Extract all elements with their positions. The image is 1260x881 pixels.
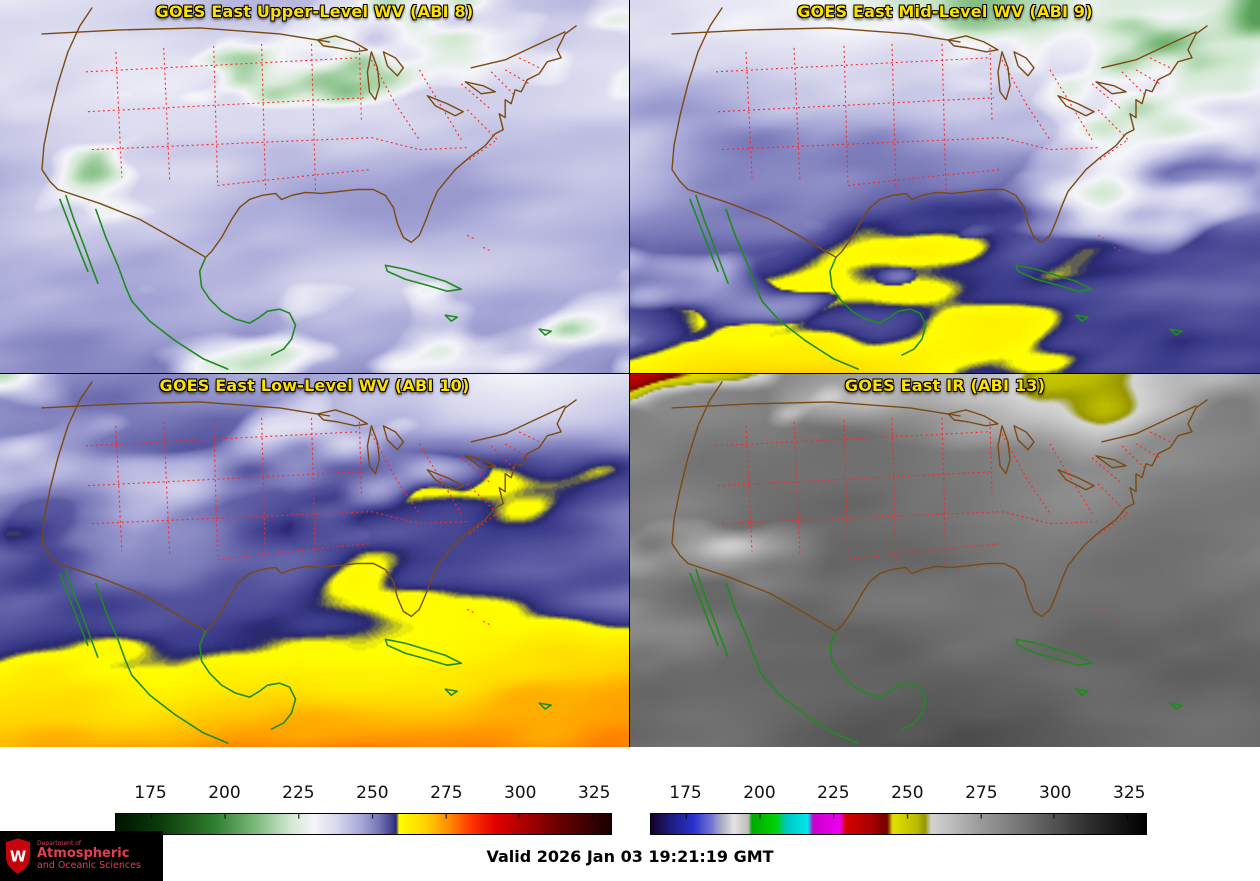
colorbar-tick-label: 250	[356, 783, 389, 803]
logo-line2: and Oceanic Sciences	[37, 860, 141, 872]
satellite-image-abi10	[0, 374, 629, 747]
colorbar-tick-label: 175	[134, 783, 167, 803]
colorbar-tick-label: 275	[430, 783, 463, 803]
panel-mid-level-wv: GOES East Mid-Level WV (ABI 9)	[630, 0, 1260, 374]
colorbar-tick-label: 300	[504, 783, 537, 803]
panel-title-abi8: GOES East Upper-Level WV (ABI 8)	[155, 2, 474, 21]
crest-letter: W	[10, 848, 26, 866]
uw-aos-logo: W Department of Atmospheric and Oceanic …	[0, 831, 163, 881]
logo-line1: Atmospheric	[37, 846, 130, 862]
colorbar-tick-label: 300	[1039, 783, 1072, 803]
panel-low-level-wv: GOES East Low-Level WV (ABI 10)	[0, 374, 630, 747]
panel-grid: GOES East Upper-Level WV (ABI 8) GOES Ea…	[0, 0, 1260, 747]
colorbar-tick-label: 325	[1113, 783, 1146, 803]
panel-title-abi13: GOES East IR (ABI 13)	[844, 376, 1046, 395]
uw-crest-icon: W	[5, 838, 31, 874]
colorbar-tick-label: 250	[891, 783, 924, 803]
wv-colorbar-gradient	[115, 813, 612, 835]
colorbar-tick-label: 225	[817, 783, 850, 803]
wv-colorbar: 175 200 225 250 275 300 325	[115, 783, 612, 835]
logo-dept-line: Department of	[37, 839, 81, 847]
colorbar-tick-label: 225	[282, 783, 315, 803]
colorbar-tick-label: 200	[208, 783, 241, 803]
map-borders-overlay	[41, 381, 577, 744]
satellite-image-abi9	[630, 0, 1260, 373]
footer: 175 200 225 250 275 300 325 175 200 225 250 275 300…	[0, 747, 1260, 881]
map-borders-overlay	[671, 381, 1208, 744]
panel-ir: GOES East IR (ABI 13)	[630, 374, 1260, 747]
ir-colorbar-gradient	[650, 813, 1147, 835]
colorbar-tick-label: 175	[669, 783, 702, 803]
satellite-image-abi13	[630, 374, 1260, 747]
colorbar-tick-label: 325	[578, 783, 611, 803]
map-borders-overlay	[41, 7, 577, 370]
ir-colorbar: 175 200 225 250 275 300 325	[650, 783, 1147, 835]
logo-text: Department of Atmospheric and Oceanic Sc…	[37, 839, 141, 872]
map-borders-overlay	[671, 7, 1208, 370]
panel-title-abi9: GOES East Mid-Level WV (ABI 9)	[797, 2, 1093, 21]
panel-title-abi10: GOES East Low-Level WV (ABI 10)	[159, 376, 470, 395]
satellite-image-abi8	[0, 0, 629, 373]
colorbar-tick-label: 200	[743, 783, 776, 803]
valid-time-label: Valid 2026 Jan 03 19:21:19 GMT	[486, 847, 774, 866]
colorbar-tick-label: 275	[965, 783, 998, 803]
panel-upper-level-wv: GOES East Upper-Level WV (ABI 8)	[0, 0, 630, 374]
